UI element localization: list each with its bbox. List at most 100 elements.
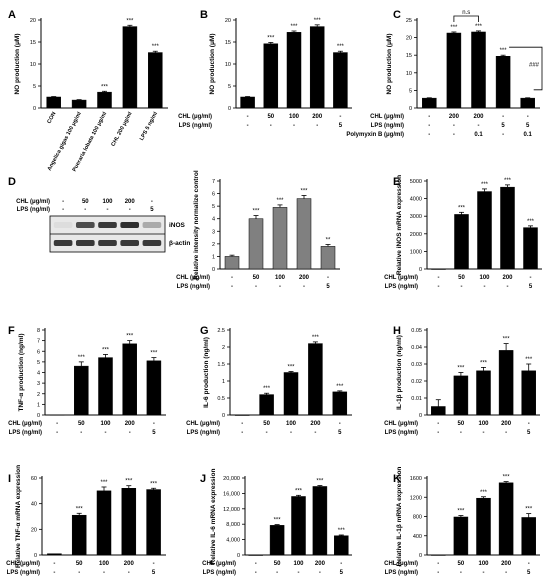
- treatment-value: 100: [293, 561, 304, 567]
- bar: [148, 52, 163, 109]
- panel-b: B 0 5 10 15 20 NO production (μM) *** *** *** *** C…: [178, 9, 352, 129]
- significance-label: ***: [337, 44, 345, 50]
- y-tick-label: 5: [409, 88, 412, 94]
- y-tick-label: 0: [33, 106, 36, 112]
- panel-e: E 0 1000 2000 3000 4000 5000 Relative iNOS mRNA…: [384, 175, 542, 290]
- treatment-value: -: [453, 123, 455, 129]
- treatment-value: -: [247, 114, 249, 120]
- y-tick-label: 3: [212, 229, 215, 235]
- treatment-value: -: [438, 275, 440, 281]
- y-tick-label: 4: [212, 217, 215, 223]
- bar: [146, 360, 162, 416]
- treatment-value: -: [437, 421, 439, 427]
- treatment-value: -: [340, 561, 342, 567]
- treatment-value: 200: [299, 275, 310, 281]
- y-axis-title: NO production (μM): [386, 33, 393, 94]
- treatment-value: 0.1: [524, 132, 533, 138]
- treatment-value: 200: [315, 561, 326, 567]
- bar: [74, 365, 89, 416]
- significance-label: ***: [314, 18, 322, 24]
- bar: [453, 516, 469, 556]
- treatment-value: -: [279, 284, 281, 290]
- y-tick-label: 20: [30, 18, 36, 24]
- blot-band: [98, 222, 117, 228]
- significance-label: ***: [150, 481, 158, 487]
- treatment-value: -: [530, 275, 532, 281]
- y-tick-label: 1000: [410, 249, 422, 255]
- panel-f: F 0 1 2 3 4 5 6 7 8 TNF-α production (ng/ml) *** ***…: [8, 325, 166, 436]
- treatment-value: 5: [152, 430, 156, 436]
- blot-band: [75, 240, 95, 246]
- treatment-value: -: [56, 421, 58, 427]
- y-tick-label: 6: [212, 192, 215, 198]
- y-tick-label: 5: [37, 360, 40, 366]
- bar: [248, 554, 263, 556]
- panel-h: H 0 0.01 0.02 0.03 0.04 0.05 IL-1β production (…: [384, 325, 540, 436]
- treatment-value: 100: [100, 421, 111, 427]
- y-tick-label: 5: [228, 84, 231, 90]
- y-axis-title: NO production (μM): [14, 33, 21, 94]
- panel-i: I 0 20 40 60 Relative TNF-α mRNA expression **…: [6, 465, 166, 576]
- treatment-row-label: CHL (μg/ml): [384, 561, 418, 567]
- bar: [431, 406, 446, 416]
- blot-treatment-value: 100: [102, 199, 113, 205]
- y-tick-label: 40: [31, 502, 37, 508]
- y-tick-label: 0: [228, 106, 231, 112]
- treatment-value: 50: [458, 421, 465, 427]
- treatment-value: 100: [479, 275, 490, 281]
- y-tick-label: 0.5: [217, 396, 225, 402]
- y-tick-label: 2: [212, 242, 215, 248]
- blot-band: [120, 222, 140, 228]
- significance-label: ***: [125, 479, 133, 485]
- panel-j: J 0 4,000 8,000 12,000 16,000 20,000 Relative I…: [200, 469, 352, 576]
- bar: [498, 350, 514, 416]
- y-tick-label: 1200: [410, 495, 422, 501]
- treatment-value: -: [327, 275, 329, 281]
- treatment-value: 5: [526, 123, 530, 129]
- significance-label: ***: [76, 506, 84, 512]
- western-blot: CHL (μg/ml) - 50 100 200 - LPS (ng/ml) - - - - 5 iNO…: [16, 199, 190, 253]
- treatment-value: -: [255, 561, 257, 567]
- panel-letter: I: [8, 473, 11, 485]
- significance-label: ***: [290, 24, 298, 30]
- treatment-value: 0.1: [474, 132, 483, 138]
- bar: [476, 370, 491, 416]
- panel-g: G 0 0.5 1 1.5 2 2.5 IL-6 production (ng/ml) *** *…: [186, 325, 352, 436]
- treatment-value: -: [241, 430, 243, 436]
- blot-band: [120, 240, 140, 246]
- panel-letter: J: [200, 473, 206, 485]
- treatment-value: -: [461, 284, 463, 290]
- treatment-row-label: CHL (μg/ml): [370, 114, 404, 120]
- significance-label: ***: [475, 24, 483, 30]
- significance-label: ***: [300, 188, 308, 194]
- y-tick-label: 0: [237, 553, 240, 559]
- y-tick-label: 800: [413, 515, 422, 521]
- y-tick-label: 10: [225, 62, 231, 68]
- bar: [224, 256, 240, 270]
- significance-label: ***: [504, 178, 512, 184]
- bar: [520, 97, 535, 109]
- treatment-value: 5: [529, 284, 533, 290]
- treatment-value: -: [507, 284, 509, 290]
- bar: [500, 186, 515, 270]
- treatment-value: -: [437, 430, 439, 436]
- treatment-value: -: [319, 570, 321, 576]
- treatment-value: -: [129, 430, 131, 436]
- treatment-value: -: [298, 570, 300, 576]
- blot-treatment-value: -: [62, 199, 64, 205]
- significance-label: ***: [458, 205, 466, 211]
- significance-label: ***: [527, 219, 535, 225]
- blot-row-label: β-actin: [169, 240, 190, 247]
- bar: [286, 32, 302, 109]
- treatment-value: -: [527, 114, 529, 120]
- treatment-row-label: CHL (μg/ml): [384, 275, 418, 281]
- treatment-row-label: LPS (ng/ml): [177, 284, 210, 290]
- treatment-value: -: [153, 421, 155, 427]
- treatment-value: -: [339, 114, 341, 120]
- panel-letter: B: [200, 9, 208, 21]
- treatment-value: -: [80, 430, 82, 436]
- treatment-row-label: LPS (ng/ml): [9, 430, 42, 436]
- bar: [259, 394, 274, 416]
- y-tick-label: 60: [31, 476, 37, 482]
